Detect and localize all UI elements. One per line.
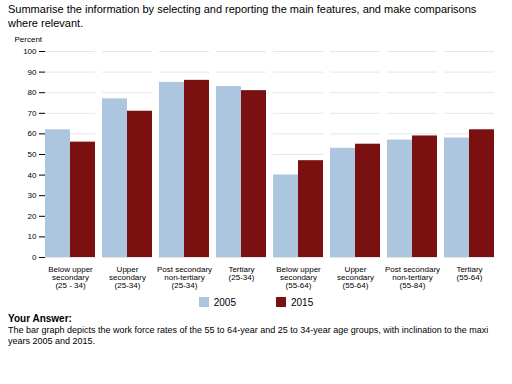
html-text:Your Answer:: Your Answer: — [8, 312, 72, 324]
svg-text:70: 70 — [28, 108, 37, 117]
html-text:years 2005 and 2015.: years 2005 and 2015. — [8, 336, 96, 347]
svg-text:Uppersecondary(55-64): Uppersecondary(55-64) — [337, 265, 374, 290]
html-text:The bar graph depicts the work: The bar graph depicts the work force rat… — [8, 324, 489, 335]
svg-text:30: 30 — [28, 191, 37, 200]
svg-text:90: 90 — [28, 67, 37, 76]
svg-text:Below uppersecondary(55-64): Below uppersecondary(55-64) — [276, 265, 321, 290]
html-text:2015: 2015 — [291, 296, 314, 308]
svg-text:0: 0 — [32, 253, 37, 262]
svg-text:Post secondarynon-tertiary(55-: Post secondarynon-tertiary(55-84) — [385, 265, 440, 290]
svg-text:Uppersecondary(25-34): Uppersecondary(25-34) — [109, 265, 146, 290]
svg-text:20: 20 — [28, 211, 37, 220]
html-text:2005: 2005 — [213, 296, 236, 308]
svg-text:60: 60 — [28, 129, 37, 138]
svg-text:Below uppersecondary(25 - 34): Below uppersecondary(25 - 34) — [48, 265, 93, 290]
svg-text:Tertiary(25-34): Tertiary(25-34) — [228, 265, 254, 282]
svg-text:80: 80 — [28, 88, 37, 97]
svg-text:40: 40 — [28, 170, 37, 179]
svg-text:Percent: Percent — [15, 35, 43, 44]
svg-text:10: 10 — [28, 232, 37, 241]
svg-text:100: 100 — [23, 47, 37, 56]
svg-text:50: 50 — [28, 150, 37, 159]
html-text:Summarise the information by s: Summarise the information by selecting a… — [8, 3, 477, 29]
svg-text:Post secondarynon-tertiary(25-: Post secondarynon-tertiary(25-34) — [157, 265, 212, 290]
svg-text:Tertiary(55-64): Tertiary(55-64) — [456, 265, 482, 282]
